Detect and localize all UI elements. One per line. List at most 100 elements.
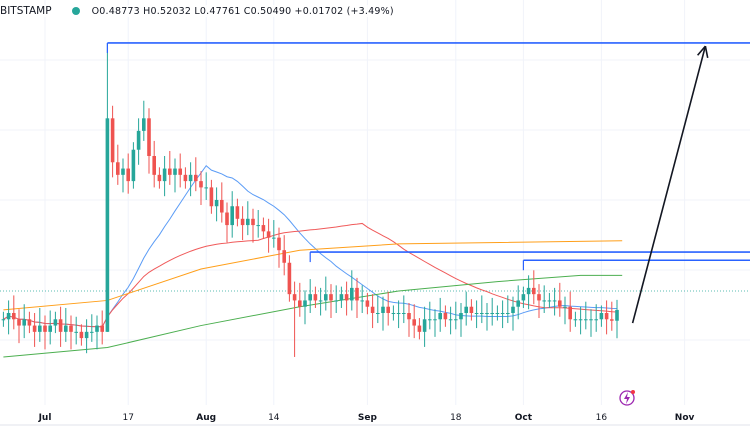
candle-body <box>90 331 94 333</box>
candle-body <box>334 300 338 302</box>
candle-body <box>506 313 510 314</box>
chart-header: BITSTAMP O0.48773 H0.52032 L0.47761 C0.5… <box>0 5 394 17</box>
candle-body <box>303 300 307 307</box>
candle-body <box>126 168 130 182</box>
x-tick-label: Nov <box>675 413 695 423</box>
candle-body <box>131 149 136 182</box>
candle-body <box>105 118 110 332</box>
candle-body <box>246 218 250 226</box>
candle-body <box>428 319 432 321</box>
candle-body <box>459 313 463 320</box>
candle-body <box>594 319 598 321</box>
candle-body <box>256 225 260 227</box>
candle-body <box>272 237 276 239</box>
candle-body <box>38 325 42 332</box>
x-tick-label: 16 <box>596 413 608 423</box>
candle-body <box>209 187 214 207</box>
arrow-head <box>696 45 707 56</box>
candle-body <box>266 231 271 238</box>
candle-body <box>147 118 151 156</box>
candle-body <box>381 306 385 313</box>
candle-body <box>558 300 562 307</box>
candle-body <box>532 287 536 295</box>
candle-body <box>110 118 115 163</box>
candle-body <box>48 325 52 332</box>
candle-body <box>584 319 588 321</box>
trend-arrow <box>631 45 707 324</box>
candle-body <box>287 262 292 295</box>
candle-body <box>225 212 229 226</box>
candle-body <box>376 313 380 314</box>
candle-body <box>344 294 349 301</box>
candle-body <box>79 331 84 339</box>
candle-body <box>324 294 328 301</box>
candle-body <box>610 319 614 321</box>
candle-body <box>1 319 6 321</box>
candle-body <box>615 309 619 321</box>
ohlc-readout: O0.48773 H0.52032 L0.47761 C0.50490 +0.0… <box>91 5 394 17</box>
candle-body <box>422 319 427 332</box>
market-status-icon <box>71 7 80 15</box>
arrow-head <box>704 45 709 59</box>
candle-body <box>521 294 526 301</box>
candle-body <box>240 218 245 226</box>
candle-body <box>261 225 266 232</box>
candle-body <box>220 199 224 213</box>
candle-body <box>308 294 312 301</box>
candle-body <box>454 319 458 321</box>
candle-body <box>542 300 546 302</box>
candle-body <box>53 319 58 326</box>
candle-body <box>516 300 520 307</box>
x-tick-label: Oct <box>515 413 533 423</box>
candle-body <box>370 306 375 313</box>
candle-body <box>204 187 208 189</box>
candle-body <box>318 300 323 302</box>
candle-body <box>100 325 104 332</box>
candle-body <box>12 313 16 320</box>
candle-body <box>58 319 63 332</box>
candle-body <box>511 306 515 313</box>
candle-body <box>339 294 344 301</box>
candle-body <box>22 319 26 326</box>
candle-body <box>350 287 354 301</box>
candle-body <box>230 206 234 226</box>
candle-body <box>183 174 188 182</box>
x-tick-label: 18 <box>450 413 462 423</box>
candle-body <box>178 168 182 175</box>
candle-body <box>84 331 89 339</box>
candle-body <box>417 325 422 332</box>
x-tick-label: Sep <box>358 413 378 423</box>
candle-body <box>412 319 416 326</box>
candle-body <box>136 130 141 150</box>
candle-body <box>599 313 604 320</box>
candle-body <box>355 287 359 301</box>
alert-lightning-icon[interactable] <box>619 390 635 406</box>
candle-body <box>448 319 453 321</box>
candle-body <box>162 168 167 182</box>
candle-body <box>329 294 333 301</box>
candle-body <box>495 313 500 314</box>
candle-body <box>438 313 442 320</box>
candle-body <box>168 168 172 175</box>
candle-body <box>464 306 468 313</box>
candle-body <box>43 325 47 332</box>
candle-body <box>386 306 390 313</box>
candle-body <box>116 162 120 175</box>
candle-body <box>563 306 567 308</box>
candle-body <box>490 313 494 314</box>
candle-body <box>6 313 11 320</box>
candle-body <box>199 181 203 188</box>
candle-body <box>214 199 219 207</box>
candle-body <box>32 325 37 332</box>
candle-body <box>188 174 193 182</box>
candle-body <box>251 218 255 226</box>
ma-line-ma100 <box>3 240 623 311</box>
candle-body <box>95 325 99 332</box>
candle-body <box>313 294 318 301</box>
candle-body <box>298 300 302 307</box>
candle-body <box>277 237 281 251</box>
candle-body <box>469 306 474 313</box>
candle-body <box>173 168 177 175</box>
candle-body <box>152 156 156 175</box>
